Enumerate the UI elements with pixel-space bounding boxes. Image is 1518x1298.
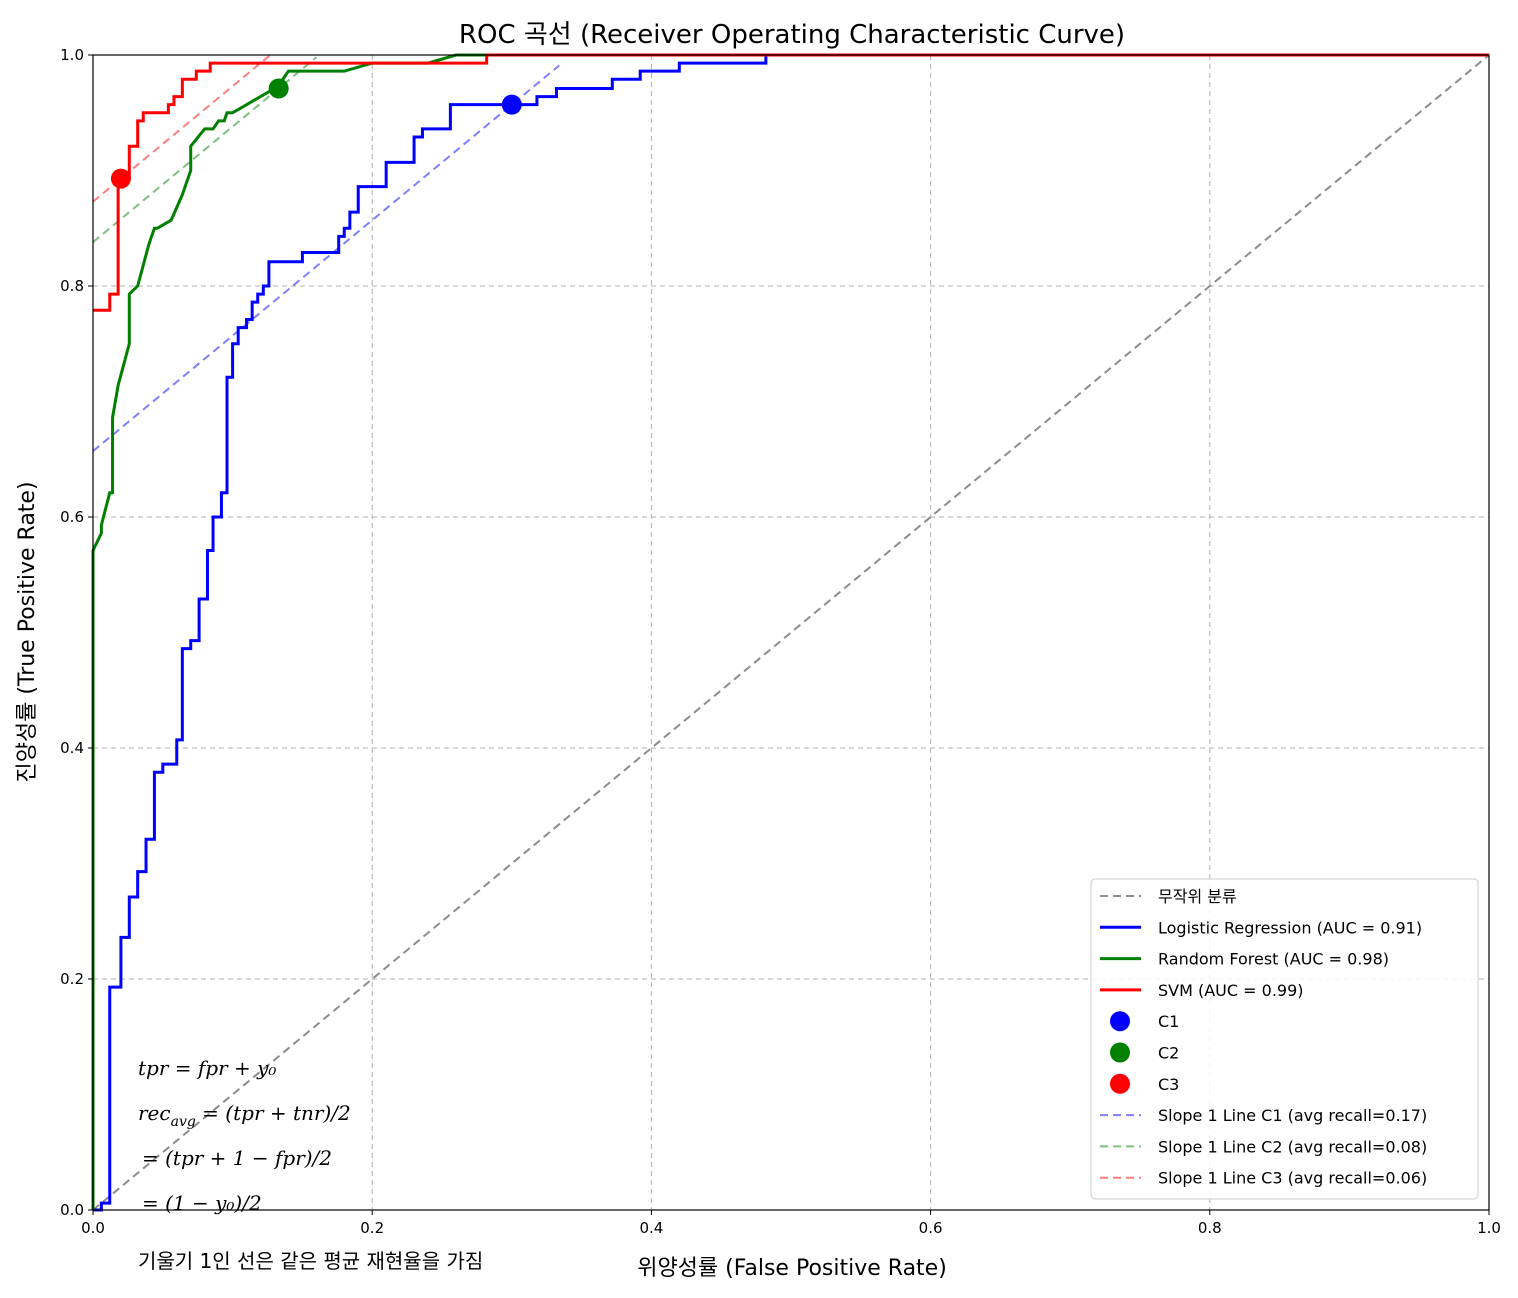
series-line-1 xyxy=(93,53,1489,1212)
axis-ticks: 0.0 0.2 0.4 0.6 0.8 1.0 0.0 0.2 0.4 0.6 0.8 1.0 xyxy=(60,46,1501,1237)
legend-label-6: C3 xyxy=(1158,1075,1179,1094)
legend-label-9: Slope 1 Line C3 (avg recall=0.06) xyxy=(1158,1169,1427,1188)
formula-line-2-rest: = (tpr + tnr)/2 xyxy=(196,1101,351,1125)
axes-frame xyxy=(92,54,1490,1211)
x-tick-label-0: 0.0 xyxy=(81,1219,105,1237)
legend-label-7: Slope 1 Line C1 (avg recall=0.17) xyxy=(1158,1106,1427,1125)
chart-title: ROC 곡선 (Receiver Operating Characteristi… xyxy=(459,20,1125,50)
y-axis-label: 진양성률 (True Positive Rate) xyxy=(15,481,40,782)
slope-note: 기울기 1인 선은 같은 평균 재현율을 가짐 xyxy=(138,1249,483,1273)
formula-annotation: tpr = fpr + y₀ recavg = (tpr + tnr)/2 = … xyxy=(138,1056,483,1273)
legend-label-3: SVM (AUC = 0.99) xyxy=(1158,981,1304,1000)
series-line-0 xyxy=(92,54,1490,1211)
legend-marker-4 xyxy=(1110,1011,1130,1032)
legend-label-8: Slope 1 Line C2 (avg recall=0.08) xyxy=(1158,1137,1427,1156)
legend-label-1: Logistic Regression (AUC = 0.91) xyxy=(1158,918,1422,937)
y-tick-label-0: 0.0 xyxy=(60,1201,84,1219)
legend-marker-6 xyxy=(1110,1073,1130,1094)
legend-label-2: Random Forest (AUC = 0.98) xyxy=(1158,950,1389,969)
formula-line-2-sub: avg xyxy=(171,1114,196,1130)
x-axis-label: 위양성률 (False Positive Rate) xyxy=(637,1256,947,1281)
formula-line-2: recavg = (tpr + tnr)/2 xyxy=(138,1101,351,1130)
point-c1 xyxy=(501,94,522,115)
plot-area xyxy=(91,53,1490,1212)
slope-line-c1 xyxy=(92,64,560,452)
legend-label-4: C1 xyxy=(1158,1012,1179,1031)
formula-line-1: tpr = fpr + y₀ xyxy=(138,1056,276,1080)
y-tick-label-4: 0.8 xyxy=(60,277,84,295)
legend-label-5: C2 xyxy=(1158,1044,1179,1063)
y-tick-label-3: 0.6 xyxy=(60,508,84,526)
x-tick-label-4: 0.8 xyxy=(1198,1219,1222,1237)
y-tick-label-5: 1.0 xyxy=(60,46,84,64)
x-tick-label-5: 1.0 xyxy=(1477,1219,1501,1237)
formula-line-3: = (tpr + 1 − fpr)/2 xyxy=(142,1146,332,1170)
point-c3 xyxy=(110,168,131,189)
point-c2 xyxy=(268,78,289,99)
formula-line-2-rec: rec xyxy=(138,1101,171,1125)
x-tick-label-1: 0.2 xyxy=(360,1219,384,1237)
legend-box xyxy=(1090,878,1479,1200)
legend: 무작위 분류 Logistic Regression (AUC = 0.91) Ra… xyxy=(1090,878,1479,1200)
formula-line-4: = (1 − y₀)/2 xyxy=(142,1191,262,1215)
legend-marker-5 xyxy=(1110,1042,1130,1063)
y-tick-label-1: 0.2 xyxy=(60,970,84,988)
x-tick-label-3: 0.6 xyxy=(919,1219,943,1237)
x-tick-label-2: 0.4 xyxy=(639,1219,663,1237)
y-tick-label-2: 0.4 xyxy=(60,739,84,757)
legend-label-0: 무작위 분류 xyxy=(1158,887,1237,906)
